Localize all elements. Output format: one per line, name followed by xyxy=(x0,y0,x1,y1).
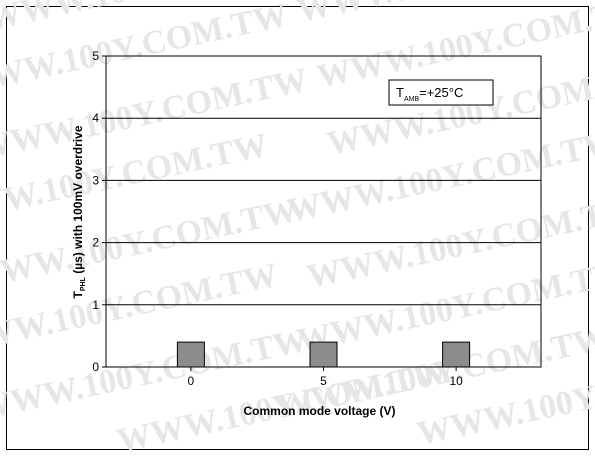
y-tick-label: 1 xyxy=(92,298,99,312)
annotation-main: T xyxy=(396,85,404,100)
x-axis-label: Common mode voltage (V) xyxy=(243,404,395,418)
y-tick-label: 2 xyxy=(92,236,99,250)
gridlines xyxy=(106,117,541,306)
annotation-label: TAMB=+25°C xyxy=(396,85,463,103)
y-label-main: T xyxy=(71,290,85,298)
bars xyxy=(176,341,471,368)
annotation-subscript: AMB xyxy=(404,96,420,103)
bar xyxy=(442,341,471,368)
bar xyxy=(176,341,205,368)
y-tick-label: 0 xyxy=(92,360,99,374)
y-label-subscript: PHL xyxy=(80,276,87,291)
annotation-box: TAMB=+25°C xyxy=(388,79,494,106)
x-tick-label: 0 xyxy=(188,374,195,388)
x-tick-label: 10 xyxy=(449,374,463,388)
y-label-rest: (µs) with 100mV overdrive xyxy=(71,125,85,277)
bar xyxy=(309,341,338,368)
y-tick-label: 3 xyxy=(92,173,99,187)
ticks: 0 1 2 3 4 5 0 5 10 xyxy=(92,49,463,388)
annotation-rest: =+25°C xyxy=(419,85,463,100)
y-tick-label: 5 xyxy=(92,49,99,63)
y-tick-label: 4 xyxy=(92,111,99,125)
x-tick-label: 5 xyxy=(320,374,327,388)
y-axis-label: TPHL (µs) with 100mV overdrive xyxy=(71,125,87,298)
